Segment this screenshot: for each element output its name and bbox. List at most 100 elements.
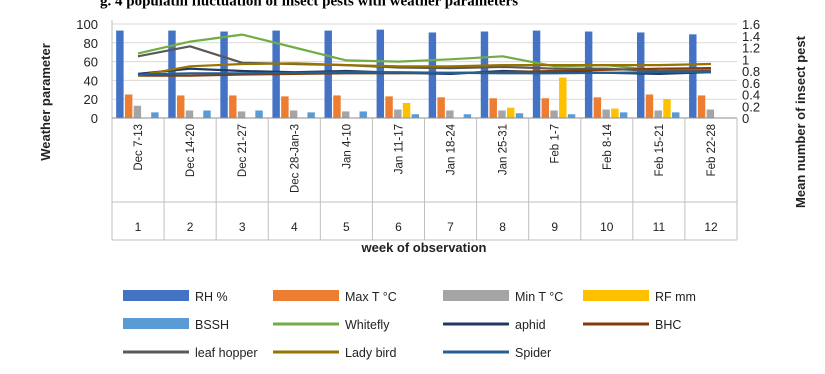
- legend-swatch-max-t-c: [273, 290, 339, 301]
- bar-max-t-c: [697, 95, 706, 118]
- bar-min-t-c: [550, 110, 558, 118]
- legend-label-bssh: BSSH: [195, 318, 229, 332]
- y-right-tick-label: 1.2: [742, 41, 760, 56]
- legend: RH % Max T °C Min T °C RF mm BSSH Whitefly aph…: [123, 290, 696, 360]
- chart-title-fragment: g. 4 populatin fluctuation of insect pes…: [100, 0, 518, 9]
- bar-min-t-c: [394, 109, 402, 118]
- y-right-tick-label: 0.6: [742, 76, 760, 91]
- line-lady-bird: [137, 62, 712, 77]
- y-axis-left-ticks: 0 20 40 60 80 100: [76, 17, 98, 126]
- legend-label-rh-pct: RH %: [195, 290, 228, 304]
- bar-bssh: [151, 112, 159, 118]
- bar-min-t-c: [706, 109, 715, 118]
- week-number-label: 5: [343, 220, 350, 234]
- bar-rf-mm: [507, 107, 515, 118]
- legend-label-leaf-hopper: leaf hopper: [195, 346, 258, 360]
- x-category-label: Dec 14-20: [185, 124, 197, 177]
- x-category-label: Dec 28-Jan-3: [289, 124, 301, 193]
- bar-rh-pct: [116, 30, 124, 118]
- bar-max-t-c: [124, 94, 133, 118]
- legend-label-lady-bird: Lady bird: [345, 346, 396, 360]
- y-right-tick-label: 0.4: [742, 88, 760, 103]
- y-left-tick-label: 0: [91, 111, 98, 126]
- bar-rf-mm: [402, 102, 411, 118]
- bar-bssh: [619, 112, 628, 118]
- bar-bssh: [515, 113, 524, 118]
- bar-min-t-c: [237, 111, 246, 118]
- bar-min-t-c: [602, 109, 610, 118]
- week-number-label: 9: [551, 220, 558, 234]
- legend-label-rf-mm: RF mm: [655, 290, 696, 304]
- y-right-tick-label: 0.2: [742, 99, 760, 114]
- y-right-tick-label: 0.8: [742, 64, 760, 79]
- bar-max-t-c: [281, 96, 289, 118]
- y-axis-right-ticks: 00.20.40.60.811.21.41.6: [742, 17, 760, 126]
- y-right-tick-label: 1: [742, 52, 749, 67]
- week-number-label: 2: [187, 220, 194, 234]
- x-category-label: Dec 21-27: [237, 124, 249, 177]
- bar-bssh: [359, 111, 367, 118]
- bar-max-t-c: [541, 98, 550, 118]
- bar-min-t-c: [289, 110, 298, 118]
- bar-min-t-c: [654, 110, 662, 118]
- y-right-tick-label: 0: [742, 111, 749, 126]
- week-number-label: 11: [653, 220, 666, 234]
- week-number-label: 7: [447, 220, 454, 234]
- week-number-label: 8: [499, 220, 506, 234]
- bar-max-t-c: [489, 98, 497, 118]
- x-category-label: Feb 15-21: [654, 124, 666, 176]
- bar-max-t-c: [333, 95, 341, 118]
- bar-max-t-c: [385, 96, 393, 118]
- week-number-label: 6: [395, 220, 402, 234]
- week-number-label: 4: [291, 220, 298, 234]
- bar-rf-mm: [663, 99, 671, 118]
- week-number-label: 10: [600, 220, 614, 234]
- x-axis-categories: Dec 7-13 1 Dec 14-20 2 Dec 21-27 3 Dec 28-Jan-…: [133, 123, 718, 234]
- bar-min-t-c: [133, 105, 142, 118]
- legend-swatch-rf-mm: [583, 290, 649, 301]
- bar-bssh: [463, 114, 472, 118]
- bar-bssh: [203, 110, 211, 118]
- y-left-tick-label: 60: [84, 55, 98, 70]
- legend-label-min-t-c: Min T °C: [515, 290, 563, 304]
- bar-rh-pct: [584, 31, 593, 118]
- x-category-label: Feb 22-28: [706, 124, 718, 176]
- bar-rh-pct: [637, 32, 645, 118]
- bar-max-t-c: [437, 97, 445, 118]
- x-category-label: Jan 18-24: [446, 123, 458, 175]
- x-category-label: Jan 4-10: [341, 124, 353, 169]
- bar-max-t-c: [177, 95, 185, 118]
- x-category-label: Dec 7-13: [133, 124, 145, 171]
- y-left-tick-label: 100: [76, 17, 98, 32]
- bar-max-t-c: [593, 97, 602, 118]
- x-category-label: Feb 8-14: [602, 123, 614, 170]
- bar-rh-pct: [428, 32, 437, 118]
- legend-swatch-min-t-c: [443, 290, 509, 301]
- x-axis-label: week of observation: [361, 240, 487, 255]
- bar-min-t-c: [185, 110, 194, 118]
- y-left-tick-label: 20: [84, 92, 98, 107]
- bar-bssh: [672, 112, 680, 118]
- line-series-group: [137, 33, 712, 77]
- week-number-label: 12: [704, 220, 718, 234]
- y-axis-left-label: Weather parameter: [38, 43, 53, 161]
- bar-rh-pct: [480, 31, 489, 118]
- x-category-label: Jan 25-31: [498, 124, 510, 175]
- y-left-tick-label: 40: [84, 73, 98, 88]
- legend-label-whitefly: Whitefly: [345, 318, 390, 332]
- line-spider: [137, 71, 711, 76]
- legend-label-bhc: BHC: [655, 318, 681, 332]
- legend-swatch-rh-pct: [123, 290, 189, 301]
- bar-max-t-c: [645, 94, 654, 118]
- bar-rf-mm: [611, 108, 619, 118]
- y-right-tick-label: 1.6: [742, 17, 760, 32]
- bar-max-t-c: [229, 95, 237, 118]
- bar-rf-mm: [559, 77, 567, 118]
- legend-label-aphid: aphid: [515, 318, 546, 332]
- bar-series-group: [116, 29, 715, 119]
- legend-label-spider: Spider: [515, 346, 551, 360]
- bar-min-t-c: [498, 110, 506, 118]
- x-category-label: Feb 1-7: [550, 124, 562, 164]
- y-left-tick-label: 80: [84, 36, 98, 51]
